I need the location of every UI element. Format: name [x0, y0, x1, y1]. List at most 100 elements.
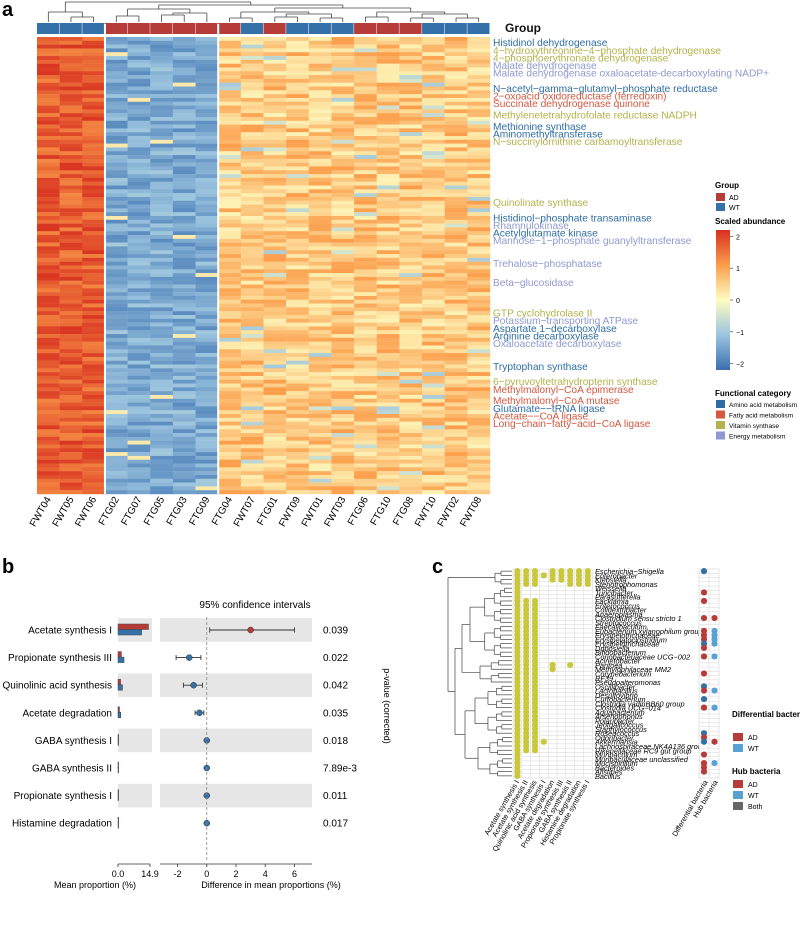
- heatmap-cell: [444, 273, 468, 278]
- heatmap-cell: [286, 269, 309, 274]
- heatmap-cell: [218, 307, 242, 312]
- heatmap-cell: [195, 257, 219, 262]
- presence-dot: [567, 568, 574, 575]
- presence-dot: [531, 674, 539, 681]
- presence-dot: [514, 636, 521, 643]
- heatmap-cell: [104, 155, 128, 160]
- heatmap-cell: [286, 353, 309, 358]
- bar-ad: [117, 761, 119, 768]
- bacteria-label: Enterococcus: [595, 601, 640, 610]
- heatmap-cell: [59, 37, 83, 42]
- heatmap-cell: [467, 250, 491, 255]
- heatmap-cell: [331, 368, 355, 373]
- heatmap-cell: [354, 364, 377, 369]
- heatmap-cell: [444, 44, 468, 49]
- heatmap-cell: [195, 37, 219, 42]
- heatmap-cell: [399, 436, 423, 441]
- heatmap-cell: [354, 474, 377, 479]
- heatmap-cell: [331, 44, 355, 49]
- heatmap-cell: [354, 288, 377, 293]
- heatmap-cell: [104, 158, 128, 163]
- presence-dot: [514, 661, 521, 669]
- presence-dot: [523, 632, 530, 639]
- row-label: Mannose−1−phosphate guanylyltransferase: [493, 236, 692, 247]
- heatmap-cell: [127, 44, 151, 49]
- heatmap-cell: [263, 109, 287, 114]
- heatmap-cell: [376, 82, 400, 87]
- heatmap-cell: [308, 276, 332, 281]
- heatmap-cell: [422, 482, 445, 487]
- heatmap-cell: [286, 379, 309, 384]
- heatmap-cell: [422, 82, 445, 87]
- heatmap-cell: [172, 132, 196, 137]
- heatmap-cell: [422, 417, 445, 422]
- heatmap-cell: [195, 315, 219, 320]
- tick-label: 4: [263, 869, 268, 879]
- heatmap-cell: [82, 185, 106, 190]
- heatmap-cell: [82, 44, 106, 49]
- heatmap-cell: [376, 410, 400, 415]
- heatmap-cell: [308, 147, 332, 152]
- heatmap-cell: [286, 208, 309, 213]
- heatmap-cell: [286, 147, 309, 152]
- heatmap-cell: [376, 307, 400, 312]
- heatmap-cell: [82, 295, 106, 300]
- heatmap-cell: [467, 227, 491, 232]
- heatmap-cell: [331, 429, 355, 434]
- heatmap-cell: [127, 227, 151, 232]
- heatmap-cell: [354, 48, 377, 53]
- heatmap-cell: [104, 193, 128, 198]
- presence-dot: [523, 657, 530, 664]
- heatmap-cell: [240, 337, 264, 342]
- heatmap-cell: [263, 139, 287, 144]
- heatmap-cell: [286, 40, 309, 45]
- heatmap-cell: [82, 417, 106, 422]
- heatmap-cell: [263, 364, 287, 369]
- heatmap-cell: [331, 402, 355, 407]
- heatmap-cell: [172, 44, 196, 49]
- heatmap-cell: [308, 394, 332, 399]
- heatmap-cell: [444, 375, 468, 380]
- heatmap-cell: [127, 158, 151, 163]
- heatmap-cell: [286, 288, 309, 293]
- presence-dot: [531, 691, 539, 698]
- row-label: Methionine synthase: [493, 122, 587, 133]
- heatmap-cell: [331, 383, 355, 388]
- heatmap-cell: [82, 139, 106, 144]
- heatmap-cell: [150, 139, 174, 144]
- heatmap-cell: [308, 265, 332, 270]
- presence-dot: [531, 649, 539, 656]
- heatmap-cell: [172, 208, 196, 213]
- legend-swatch-category: [716, 400, 725, 408]
- heatmap-cell: [59, 474, 83, 479]
- legend-swatch-category: [716, 421, 725, 429]
- heatmap-cell: [399, 82, 423, 87]
- heatmap-cell: [422, 303, 445, 308]
- heatmap-cell: [286, 124, 309, 129]
- heatmap-cell: [172, 273, 196, 278]
- heatmap-cell: [467, 276, 491, 281]
- heatmap-cell: [82, 59, 106, 64]
- heatmap-cell: [172, 105, 196, 110]
- heatmap-cell: [218, 455, 242, 460]
- heatmap-cell: [444, 143, 468, 148]
- heatmap-cell: [399, 193, 423, 198]
- heatmap-cell: [376, 330, 400, 335]
- heatmap-cell: [467, 109, 491, 114]
- heatmap-cell: [422, 311, 445, 316]
- heatmap-cell: [127, 155, 151, 160]
- heatmap-cell: [172, 383, 196, 388]
- heatmap-cell: [308, 349, 332, 354]
- heatmap-cell: [37, 425, 60, 430]
- heatmap-cell: [172, 128, 196, 133]
- legend-swatch-hub: [733, 802, 743, 810]
- column-label: FTG06: [346, 495, 371, 528]
- heatmap-cell: [172, 414, 196, 419]
- heatmap-cell: [82, 284, 106, 289]
- legend-label: Vitamin synthase: [729, 423, 779, 430]
- heatmap-cell: [150, 482, 174, 487]
- pathway-label: Propionate synthesis I: [14, 791, 112, 802]
- heatmap-cell: [150, 474, 174, 479]
- panel-letter-a: a: [2, 0, 14, 21]
- heatmap-cell: [376, 242, 400, 247]
